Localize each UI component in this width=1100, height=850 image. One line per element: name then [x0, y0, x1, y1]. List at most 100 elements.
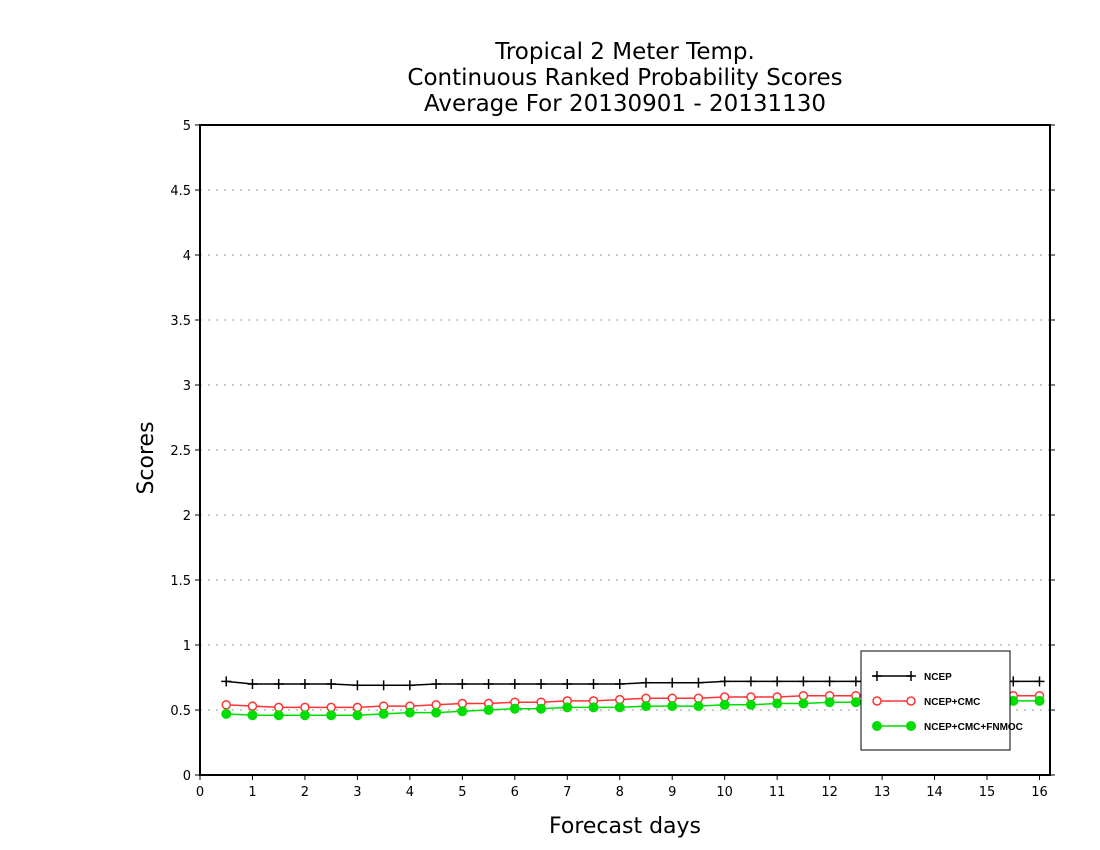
y-tick-label: 1.5	[170, 574, 191, 589]
x-axis-label: Forecast days	[549, 814, 701, 839]
x-tick-label: 6	[511, 785, 519, 800]
x-axis: 0 1 2 3 4 5 6 7 8 9 10 11 12 13 14 15 16	[196, 775, 1048, 800]
x-tick-label: 5	[458, 785, 466, 800]
data-point	[872, 696, 882, 706]
data-point	[431, 707, 442, 718]
y-tick-label: 3.5	[170, 314, 191, 329]
data-point	[562, 702, 573, 713]
data-point	[299, 710, 310, 721]
chart-title: Tropical 2 Meter Temp. Continuous Ranked…	[407, 39, 842, 117]
legend-label: NCEP+CMC	[924, 697, 980, 708]
y-tick-label: 4.5	[170, 184, 191, 199]
data-point	[509, 703, 520, 714]
data-point	[1034, 676, 1045, 687]
data-point	[824, 697, 835, 708]
data-point	[378, 680, 389, 691]
data-point	[850, 676, 861, 687]
y-tick-label: 3	[183, 379, 191, 394]
x-tick-label: 16	[1031, 785, 1048, 800]
x-tick-label: 15	[979, 785, 996, 800]
data-point	[352, 680, 363, 691]
data-point	[872, 721, 882, 731]
data-point	[640, 677, 651, 688]
data-point	[745, 699, 756, 710]
data-point	[247, 701, 258, 711]
legend-label: NCEP+CMC+FNMOC	[924, 722, 1023, 733]
data-point	[299, 679, 310, 689]
data-point	[614, 702, 625, 713]
x-tick-label: 13	[874, 785, 891, 800]
data-point	[378, 701, 389, 711]
legend-label: NCEP	[924, 672, 952, 683]
data-point	[431, 679, 442, 689]
y-tick-label: 4	[183, 249, 191, 264]
y-axis-label: Scores	[134, 421, 159, 494]
data-point	[1034, 695, 1045, 706]
data-point	[798, 698, 809, 709]
data-point	[221, 700, 231, 710]
y-tick-label: 2.5	[170, 444, 191, 459]
data-point	[326, 710, 337, 721]
data-point	[404, 707, 415, 718]
chart-title-line-1: Tropical 2 Meter Temp.	[494, 39, 755, 65]
data-point	[483, 705, 494, 715]
x-tick-label: 9	[668, 785, 676, 800]
y-tick-label: 0.5	[170, 704, 191, 719]
x-tick-label: 8	[616, 785, 624, 800]
data-point	[824, 676, 835, 687]
data-point	[872, 671, 882, 681]
y-tick-label: 1	[183, 639, 191, 654]
data-point	[273, 679, 284, 689]
data-point	[562, 679, 573, 689]
x-tick-label: 12	[821, 785, 838, 800]
data-point	[719, 699, 730, 710]
data-point	[906, 721, 916, 731]
chart-title-line-2: Continuous Ranked Probability Scores	[407, 65, 842, 91]
x-tick-label: 0	[196, 785, 204, 800]
data-point	[588, 702, 599, 713]
data-point	[378, 708, 389, 719]
data-point	[693, 701, 704, 712]
legend-item: NCEP+CMC+FNMOC	[872, 721, 1023, 733]
data-point	[536, 679, 547, 689]
data-point	[772, 676, 783, 687]
data-point	[588, 679, 599, 689]
data-point	[247, 710, 258, 721]
data-point	[667, 701, 678, 712]
data-point	[326, 679, 337, 689]
data-point	[536, 703, 547, 714]
legend-item: NCEP+CMC	[872, 696, 980, 708]
data-point	[693, 677, 704, 688]
x-tick-label: 2	[301, 785, 309, 800]
x-tick-label: 3	[353, 785, 361, 800]
chart-title-line-3: Average For 20130901 - 20131130	[424, 91, 826, 117]
x-tick-label: 11	[769, 785, 786, 800]
data-point	[745, 676, 756, 687]
y-axis: 0 0.5 1 1.5 2 2.5 3 3.5 4 4.5 5	[170, 119, 1055, 784]
data-point	[906, 696, 916, 706]
data-point	[719, 676, 730, 687]
data-point	[457, 706, 468, 717]
data-point	[772, 698, 783, 709]
y-tick-label: 5	[183, 119, 191, 134]
x-tick-label: 4	[406, 785, 414, 800]
data-point	[247, 679, 258, 689]
data-point	[273, 710, 284, 721]
data-point	[457, 679, 468, 689]
x-tick-label: 10	[716, 785, 733, 800]
data-point	[509, 679, 520, 689]
y-tick-label: 2	[183, 509, 191, 524]
data-point	[614, 679, 625, 689]
data-point	[352, 710, 363, 721]
y-tick-label: 0	[183, 769, 191, 784]
data-point	[221, 676, 232, 687]
data-point	[404, 680, 415, 691]
legend-item: NCEP	[872, 671, 952, 683]
data-point	[667, 677, 678, 688]
legend: NCEP NCEP+CMC NCEP+CMC+FNMOC	[860, 650, 1023, 751]
data-point	[640, 701, 651, 712]
data-point	[615, 694, 625, 705]
grid-lines	[200, 189, 1050, 711]
data-point	[221, 708, 232, 719]
